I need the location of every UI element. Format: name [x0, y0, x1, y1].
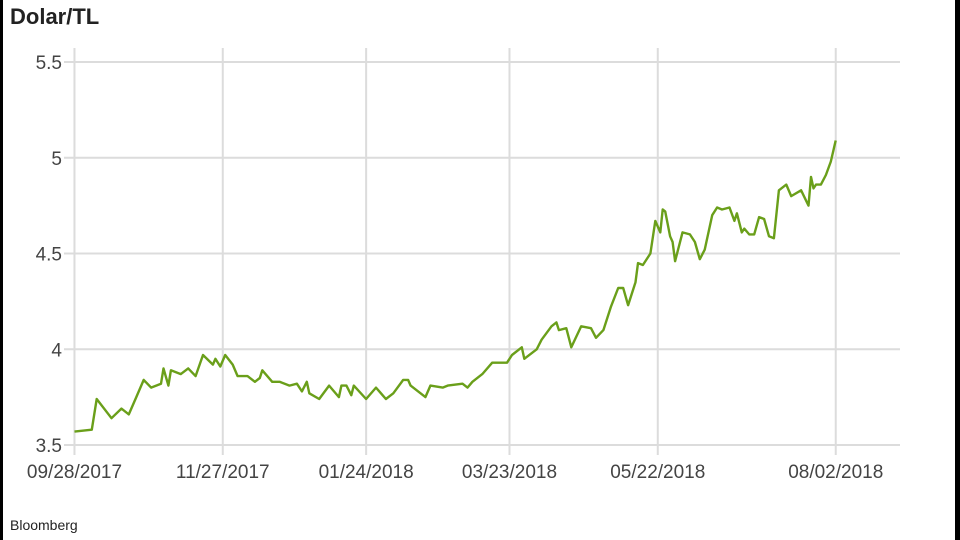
y-tick-label: 5.5 — [36, 53, 62, 74]
x-tick-label: 01/24/2018 — [319, 462, 414, 483]
x-tick-label: 11/27/2017 — [176, 462, 270, 483]
y-tick-label: 5 — [51, 149, 62, 170]
y-tick-label: 4 — [51, 340, 62, 361]
chart-title: Dolar/TL — [10, 4, 100, 29]
left-border — [0, 0, 3, 540]
x-tick-label: 05/22/2018 — [610, 462, 705, 483]
y-tick-label: 4.5 — [36, 245, 62, 266]
right-border — [955, 0, 960, 540]
y-tick-label: 3.5 — [36, 436, 62, 457]
x-tick-label: 09/28/2017 — [27, 462, 122, 483]
x-tick-label: 08/02/2018 — [788, 462, 883, 483]
price-line — [74, 140, 837, 433]
x-tick-label: 03/23/2018 — [462, 462, 557, 483]
source-label: Bloomberg — [10, 517, 78, 533]
